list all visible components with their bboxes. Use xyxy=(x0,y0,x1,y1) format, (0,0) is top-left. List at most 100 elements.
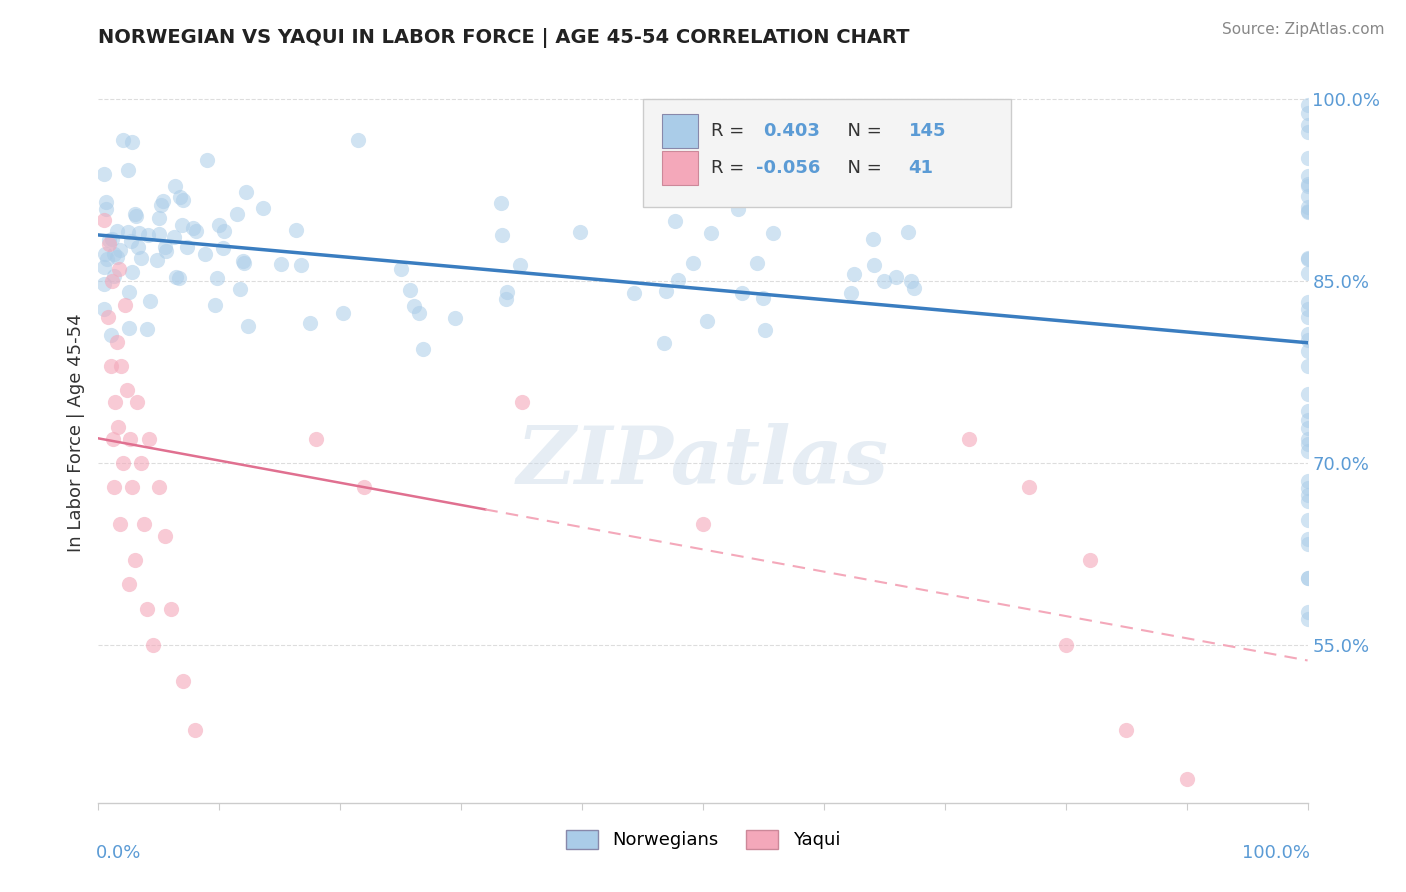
Point xyxy=(111,133,134,147)
Point xyxy=(1296,443,1319,458)
Point xyxy=(1296,387,1319,401)
Point xyxy=(402,299,425,313)
Point xyxy=(700,226,723,240)
Point xyxy=(121,480,143,494)
Point xyxy=(1296,421,1319,435)
Point xyxy=(903,175,925,189)
Point xyxy=(509,259,531,273)
Point xyxy=(1296,513,1319,527)
Point xyxy=(129,456,152,470)
Point xyxy=(1296,327,1319,342)
Text: N =: N = xyxy=(837,159,887,177)
Point xyxy=(94,247,117,261)
Point xyxy=(93,301,115,316)
Point xyxy=(412,342,434,356)
Point xyxy=(127,395,149,409)
Point xyxy=(142,638,165,652)
Point xyxy=(148,211,170,226)
Point xyxy=(235,185,257,199)
Point xyxy=(1054,638,1077,652)
Point xyxy=(696,314,718,328)
Text: Source: ZipAtlas.com: Source: ZipAtlas.com xyxy=(1222,22,1385,37)
Text: NORWEGIAN VS YAQUI IN LABOR FORCE | AGE 45-54 CORRELATION CHART: NORWEGIAN VS YAQUI IN LABOR FORCE | AGE … xyxy=(98,28,910,48)
Text: 100.0%: 100.0% xyxy=(1241,844,1310,862)
Point xyxy=(172,674,194,689)
Point xyxy=(114,298,136,312)
Legend: Norwegians, Yaqui: Norwegians, Yaqui xyxy=(558,822,848,856)
Point xyxy=(398,283,420,297)
Point xyxy=(193,247,215,261)
Point xyxy=(127,239,149,253)
Point xyxy=(1296,344,1319,359)
Point xyxy=(212,241,235,255)
Text: R =: R = xyxy=(711,159,751,177)
Point xyxy=(96,252,118,267)
Point xyxy=(1296,302,1319,317)
Point xyxy=(1296,333,1319,347)
Point xyxy=(1296,481,1319,495)
Point xyxy=(96,195,118,210)
FancyBboxPatch shape xyxy=(643,99,1011,207)
Point xyxy=(212,224,235,238)
Point xyxy=(108,516,131,531)
Point xyxy=(1296,204,1319,219)
Point xyxy=(654,336,676,351)
Point xyxy=(93,213,115,227)
Point xyxy=(153,240,176,254)
Point xyxy=(353,480,375,494)
Point xyxy=(97,310,120,325)
Point xyxy=(138,432,160,446)
Point xyxy=(347,133,370,147)
Point xyxy=(100,328,122,343)
Point xyxy=(1296,177,1319,191)
Point xyxy=(444,311,467,326)
Point xyxy=(1296,189,1319,203)
Point xyxy=(496,285,519,299)
Point xyxy=(389,261,412,276)
Point xyxy=(136,228,159,243)
Point xyxy=(165,269,187,284)
Point xyxy=(146,252,169,267)
Point xyxy=(727,202,749,217)
Point xyxy=(1296,474,1319,488)
Point xyxy=(873,274,896,288)
Point xyxy=(1296,413,1319,427)
Y-axis label: In Labor Force | Age 45-54: In Labor Force | Age 45-54 xyxy=(66,313,84,552)
Point xyxy=(118,320,141,334)
Text: N =: N = xyxy=(837,121,887,140)
Point xyxy=(1296,266,1319,280)
Point xyxy=(1296,359,1319,373)
Point xyxy=(108,243,131,257)
Point xyxy=(510,395,533,409)
Point xyxy=(233,256,256,270)
Point xyxy=(121,265,143,279)
Point xyxy=(682,256,704,270)
Point xyxy=(408,306,430,320)
Point xyxy=(1296,537,1319,551)
Point xyxy=(1296,252,1319,266)
Point xyxy=(1078,553,1101,567)
Point xyxy=(290,258,312,272)
Point xyxy=(101,231,124,245)
Point xyxy=(236,318,259,333)
Point xyxy=(152,194,174,208)
Point xyxy=(96,202,118,217)
Point xyxy=(762,226,785,240)
Point xyxy=(105,224,128,238)
Point xyxy=(103,268,125,283)
Point xyxy=(839,285,862,300)
Point xyxy=(163,230,186,244)
Point xyxy=(1296,488,1319,502)
Point xyxy=(305,432,328,446)
Point xyxy=(118,432,141,446)
Point xyxy=(195,153,218,168)
Point xyxy=(1296,533,1319,547)
Point xyxy=(1296,118,1319,132)
Point xyxy=(1175,772,1198,786)
Point xyxy=(1296,605,1319,619)
Point xyxy=(207,271,229,285)
Point xyxy=(1296,612,1319,626)
Point xyxy=(754,323,776,337)
Point xyxy=(93,167,115,181)
Point xyxy=(176,240,198,254)
